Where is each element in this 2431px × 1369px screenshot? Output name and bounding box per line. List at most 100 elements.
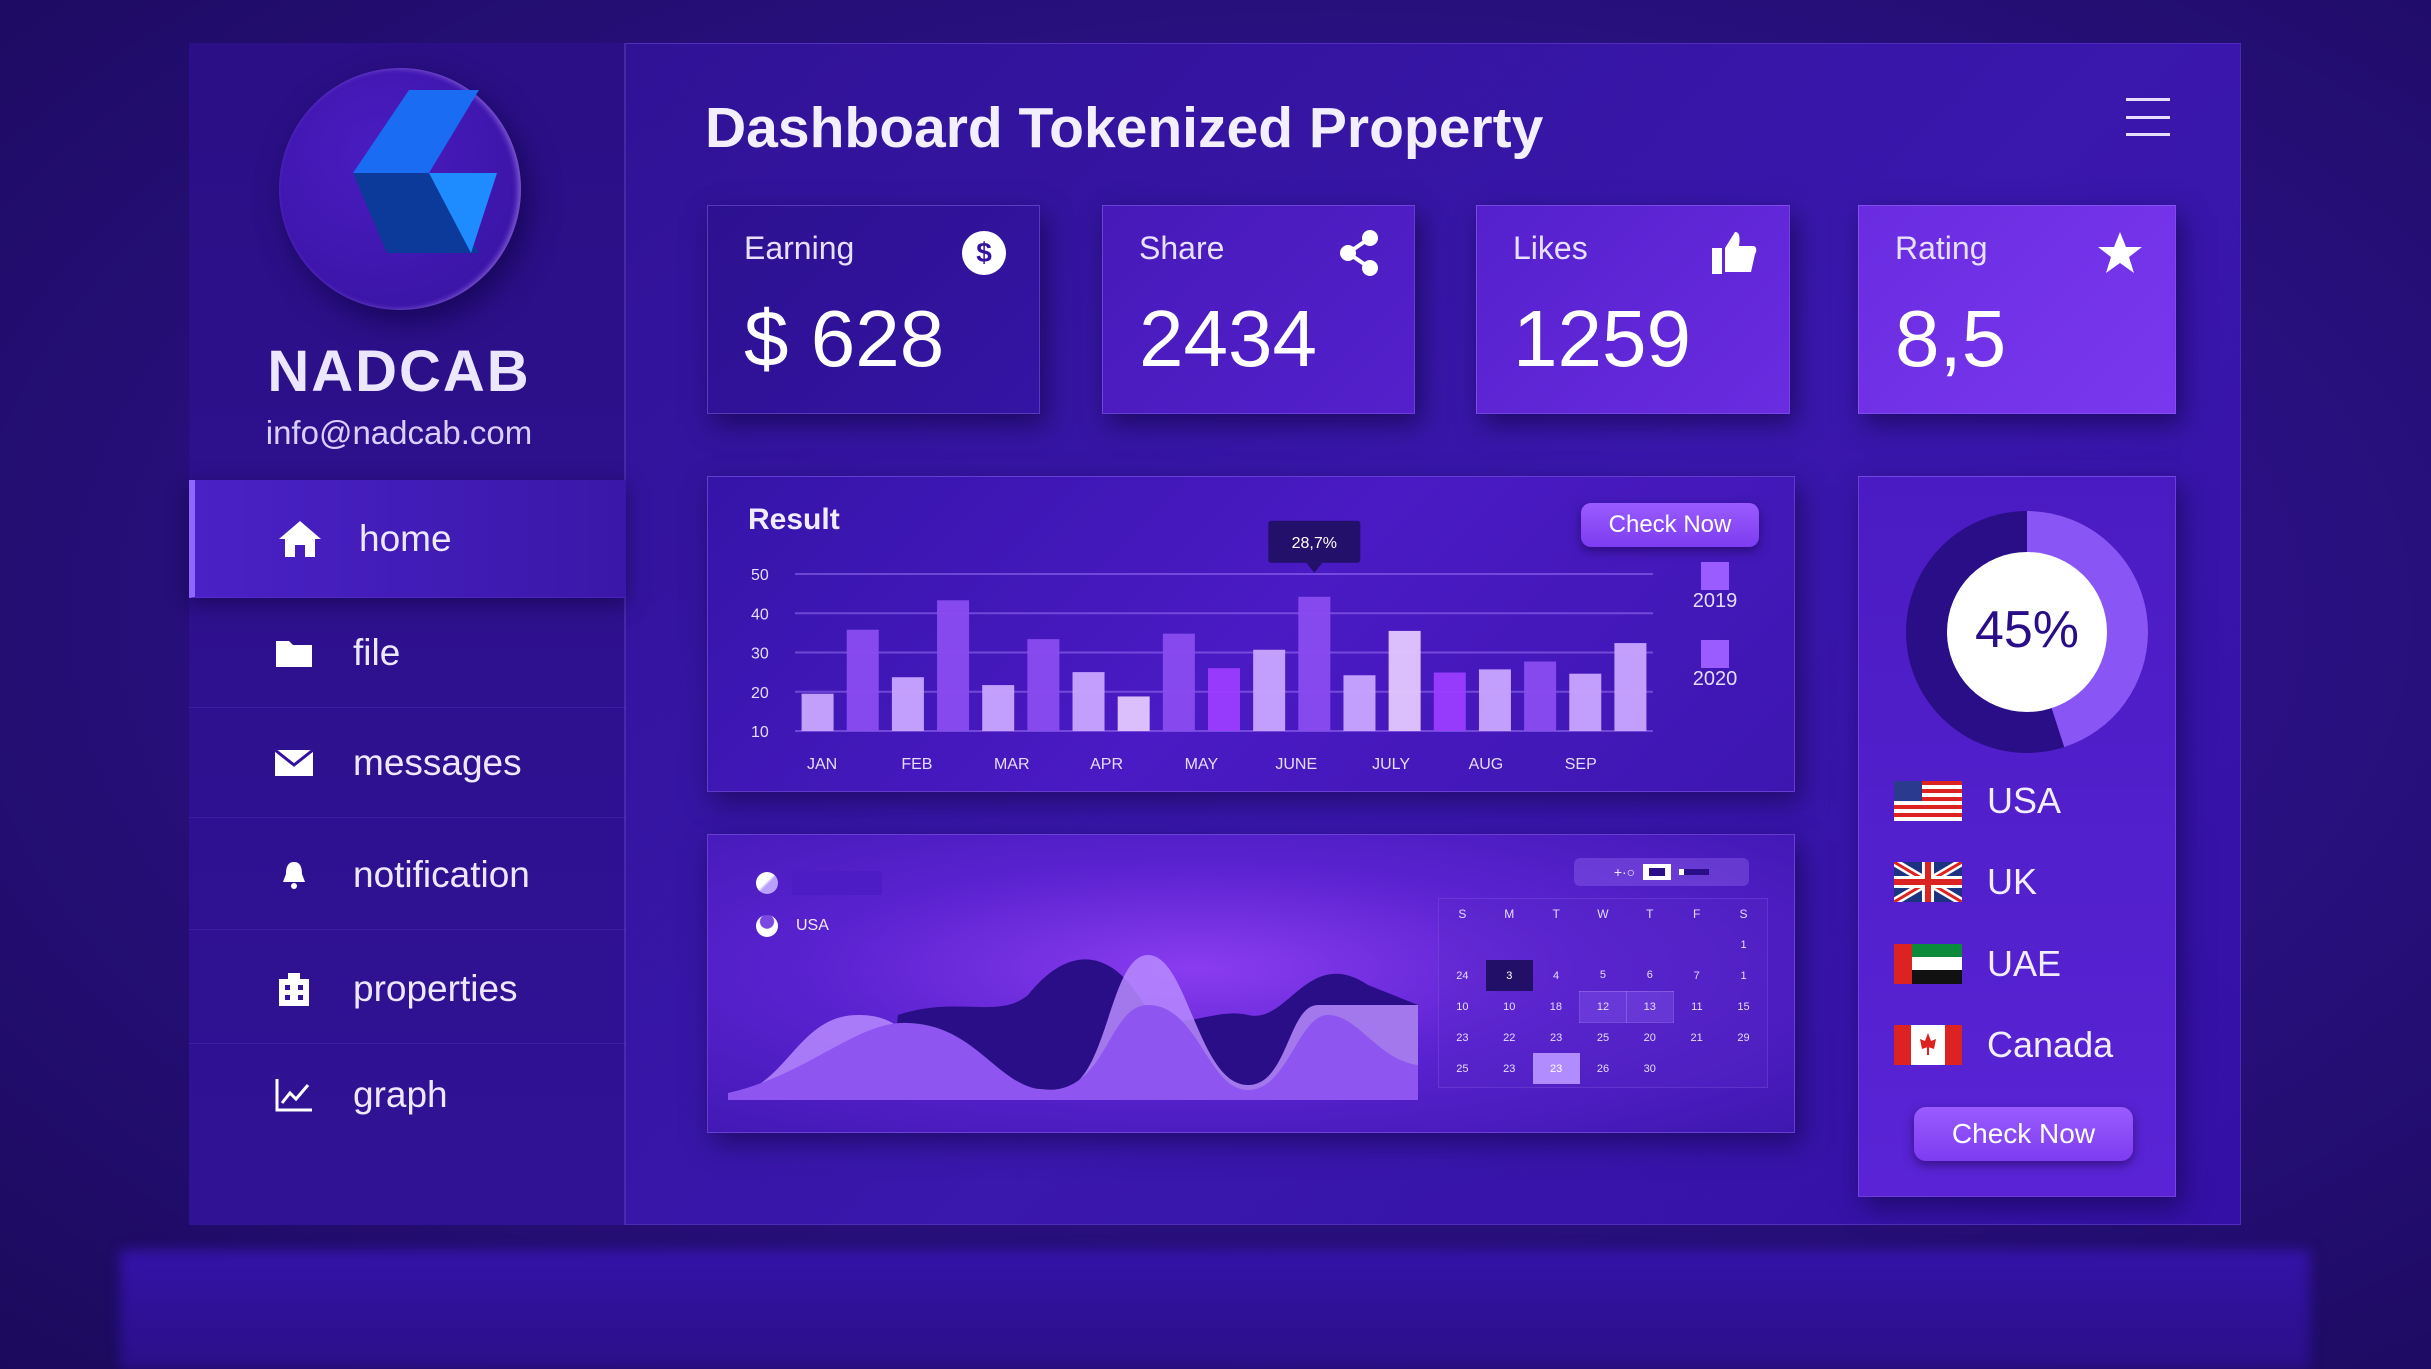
- bar: [1253, 649, 1286, 731]
- stat-card-likes: Likes 1259: [1476, 205, 1790, 414]
- y-tick-label: 10: [751, 724, 769, 741]
- sidebar-item-messages[interactable]: messages: [189, 708, 626, 818]
- legend-swatch: [1701, 562, 1729, 590]
- stat-card-earning: Earning $ 628 $: [707, 205, 1040, 414]
- area-series-mid: [728, 1005, 1418, 1100]
- legend-label: [792, 871, 882, 895]
- chart-icon: [269, 1070, 319, 1120]
- country-usa[interactable]: USA: [1894, 771, 2061, 831]
- legend-label: 2020: [1693, 668, 1738, 690]
- bar: [891, 677, 924, 731]
- calendar-day[interactable]: 23: [1549, 1031, 1563, 1044]
- folder-icon: [269, 628, 319, 678]
- bar: [1027, 639, 1060, 731]
- check-now-button-secondary[interactable]: Check Now: [1914, 1107, 2133, 1161]
- calendar-day[interactable]: 7: [1693, 969, 1700, 982]
- weekday: F: [1692, 907, 1701, 921]
- add-icon[interactable]: +·○: [1613, 864, 1636, 880]
- tooltip-arrow: [1306, 562, 1323, 573]
- y-tick-label: 40: [751, 606, 769, 623]
- calendar-day[interactable]: 12: [1579, 990, 1627, 1023]
- donut-center: [1947, 552, 2107, 712]
- x-tick-label: MAR: [994, 756, 1030, 773]
- stat-label: Likes: [1513, 230, 1588, 266]
- area-chart: [728, 955, 1418, 1100]
- envelope-icon: [269, 738, 319, 788]
- calendar-day[interactable]: 6: [1646, 969, 1653, 982]
- bar: [801, 693, 834, 731]
- calendar-day[interactable]: 11: [1691, 1000, 1703, 1013]
- country-uk[interactable]: UK: [1894, 852, 2037, 912]
- calendar-day[interactable]: 5: [1599, 969, 1607, 982]
- sidebar-item-notification[interactable]: notification: [189, 820, 626, 930]
- share-icon: [1340, 230, 1378, 276]
- sidebar-item-properties[interactable]: properties: [189, 934, 626, 1044]
- thumbs-up-icon: [1712, 232, 1757, 274]
- weekday: T: [1552, 907, 1560, 921]
- x-tick-label: AUG: [1469, 756, 1504, 773]
- check-now-button[interactable]: Check Now: [1581, 503, 1759, 547]
- calendar-day: [1533, 929, 1580, 960]
- slider-icon[interactable]: [1679, 869, 1710, 875]
- calendar-day[interactable]: 23: [1532, 1053, 1580, 1084]
- brand-logo: [279, 68, 521, 310]
- bar: [1388, 630, 1421, 731]
- calendar-day[interactable]: 13: [1625, 990, 1674, 1023]
- sidebar-item-file[interactable]: file: [189, 598, 626, 708]
- home-icon: [275, 514, 325, 564]
- x-tick-label: MAY: [1185, 756, 1219, 773]
- calendar-day[interactable]: 3: [1485, 960, 1533, 991]
- canada-flag-icon: [1894, 1025, 1962, 1065]
- calendar-day[interactable]: 20: [1643, 1031, 1656, 1044]
- weekday: T: [1646, 907, 1654, 921]
- calendar-toolbar[interactable]: +·○: [1574, 858, 1749, 886]
- calendar-day: [1439, 929, 1486, 960]
- calendar-day[interactable]: 1: [1740, 969, 1747, 982]
- bar: [1614, 643, 1647, 731]
- calendar-day[interactable]: 25: [1596, 1031, 1610, 1044]
- bar: [1298, 596, 1331, 731]
- weekday: M: [1504, 907, 1515, 921]
- tooltip-box: [1268, 520, 1361, 563]
- calendar-day[interactable]: 4: [1553, 969, 1560, 982]
- calendar-day[interactable]: 1: [1740, 938, 1747, 951]
- calendar-day[interactable]: 24: [1456, 969, 1469, 982]
- donut-label: 45%: [1975, 601, 2079, 659]
- calendar-day[interactable]: 25: [1456, 1062, 1469, 1075]
- sidebar-item-graph[interactable]: graph: [189, 1040, 626, 1150]
- calendar-day[interactable]: 21: [1690, 1031, 1703, 1044]
- donut-chart: 45%: [1906, 511, 2148, 753]
- calendar-day: [1626, 929, 1673, 960]
- sidebar-item-home[interactable]: home: [189, 480, 626, 598]
- bar: [1478, 669, 1511, 731]
- x-tick-label: JUNE: [1275, 756, 1317, 773]
- x-tick-label: APR: [1090, 756, 1123, 773]
- calendar-day[interactable]: 26: [1596, 1062, 1610, 1075]
- calendar-day[interactable]: 23: [1456, 1031, 1469, 1044]
- bar: [1162, 633, 1195, 731]
- sidebar-item-label: home: [359, 517, 452, 559]
- calendar-day[interactable]: 18: [1549, 1000, 1562, 1013]
- calendar-day[interactable]: 15: [1737, 1000, 1750, 1013]
- country-name: UAE: [1987, 943, 2062, 984]
- view-toggle-icon[interactable]: [1643, 864, 1672, 880]
- sidebar-item-label: graph: [353, 1074, 448, 1115]
- area-panel: USA +·○: [707, 834, 1795, 1133]
- calendar-day[interactable]: 29: [1737, 1031, 1750, 1044]
- result-bar-chart: 10 20 30 40 50 JAN FEB MAR APR MAY JUNE JULY AUG SEP 2…: [751, 520, 1738, 773]
- result-heading: Result: [748, 503, 840, 536]
- bar: [1117, 696, 1150, 731]
- calendar-day[interactable]: 22: [1503, 1031, 1516, 1044]
- calendar-day[interactable]: 10: [1456, 1000, 1469, 1013]
- hamburger-icon[interactable]: [2126, 98, 2170, 136]
- bar: [982, 685, 1015, 731]
- calendar-day[interactable]: 23: [1503, 1062, 1516, 1075]
- country-canada[interactable]: Canada: [1894, 1015, 2113, 1075]
- country-uae[interactable]: UAE: [1894, 934, 2061, 994]
- stat-value: 1259: [1513, 294, 1691, 383]
- calendar-day[interactable]: 30: [1643, 1062, 1656, 1075]
- x-tick-label: JULY: [1372, 756, 1410, 773]
- calendar-day[interactable]: 10: [1503, 1000, 1516, 1013]
- bell-icon: [269, 850, 319, 900]
- weekday: S: [1739, 907, 1748, 921]
